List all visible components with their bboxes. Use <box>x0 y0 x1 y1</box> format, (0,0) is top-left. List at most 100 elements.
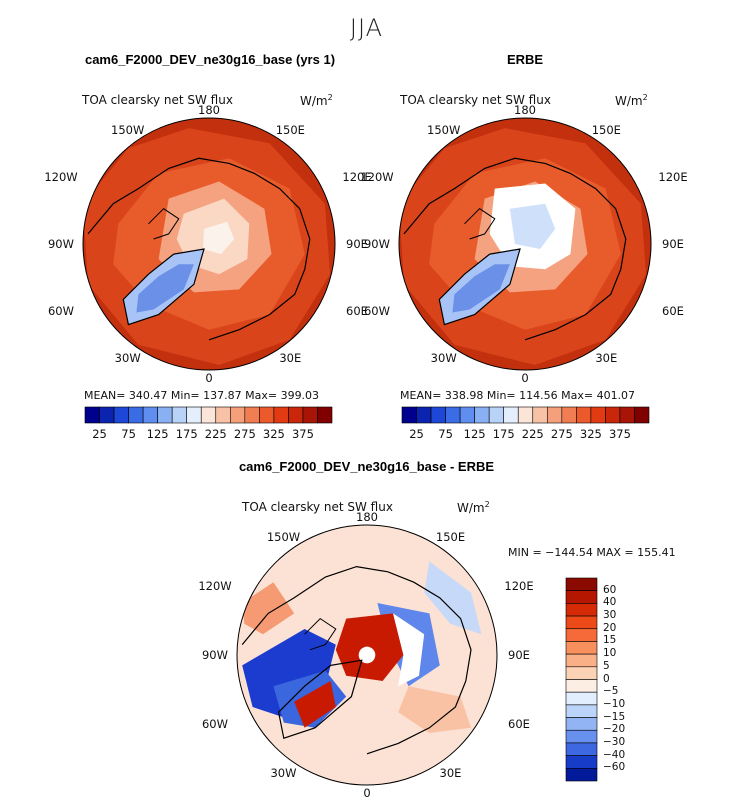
lon-label-tl: 150W <box>111 123 145 138</box>
panel-3-units: W/m2 <box>457 500 490 515</box>
panel-3-colorbar-tick-label: −30 <box>603 735 626 748</box>
map-region <box>398 686 471 733</box>
lon-label-lr: 60E <box>508 717 530 731</box>
map-region <box>509 203 556 249</box>
colorbar-swatch <box>565 729 598 744</box>
panel-3-colorbar-tick-label: 15 <box>603 634 617 647</box>
map-border <box>82 117 336 371</box>
map-region <box>424 561 482 635</box>
colorbar-swatch <box>565 704 598 718</box>
panel-3-colorbar-tick-label: 40 <box>603 596 617 609</box>
lon-label-lr: 60E <box>662 304 684 318</box>
colorbar-swatch <box>565 691 598 706</box>
panel-2-colorbar-tick-label: 25 <box>409 427 424 441</box>
colorbar-swatch <box>565 603 598 617</box>
lon-label-ul: 120W <box>44 170 78 184</box>
panel-1-colorbar-tick-label: 175 <box>175 427 198 441</box>
lon-label-ll: 60W <box>363 304 391 318</box>
lon-label-l: 90W <box>363 237 391 251</box>
lon-label-r: 90E <box>346 237 368 251</box>
lon-label-bl: 30W <box>430 350 457 365</box>
coastline <box>304 617 337 651</box>
panel-2-stats: MEAN= 338.98 Min= 114.56 Max= 401.07 <box>400 389 636 402</box>
lon-label-bottom: 0 <box>521 371 529 385</box>
colorbar-swatch <box>565 666 598 680</box>
panel-3-colorbar-tick-label: −20 <box>603 723 626 736</box>
panel-3-colorbar-tick-label: −5 <box>603 685 619 698</box>
lon-label-ll: 60W <box>47 304 75 318</box>
pole-hole <box>358 646 376 664</box>
panel-3-colorbar-tick-label: 60 <box>603 583 617 596</box>
map-region <box>393 613 425 687</box>
panel-3-title: cam6_F2000_DEV_ne30g16_base - ERBE <box>238 459 495 474</box>
colorbar-swatch <box>317 406 333 424</box>
map-region <box>294 681 336 728</box>
lon-label-lr: 60E <box>346 304 368 318</box>
season-title: JJA <box>349 14 384 42</box>
colorbar-swatch <box>565 577 598 591</box>
panel-1-colorbar-tick-label: 75 <box>121 427 136 441</box>
greenland-coastline <box>438 248 521 326</box>
panel-3-colorbar-tick-label: −10 <box>603 697 626 710</box>
lon-label-br: 30E <box>439 765 462 780</box>
lon-label-br: 30E <box>595 350 618 365</box>
panel-3-colorbar-tick-label: −15 <box>603 710 626 723</box>
lon-label-ll: 60W <box>201 717 229 731</box>
colorbar-swatch <box>565 742 598 756</box>
coastline <box>87 157 311 341</box>
panel-3-field-label: TOA clearsky net SW flux <box>242 500 393 514</box>
lon-label-l: 90W <box>201 648 229 662</box>
panel-3-stats: MIN = −144.54 MAX = 155.41 <box>508 546 676 559</box>
map-region <box>203 221 235 255</box>
panel-3-colorbar-tick-label: −40 <box>603 748 626 761</box>
panel-1-units: W/m2 <box>300 93 333 108</box>
coastline <box>148 208 180 240</box>
lon-label-r: 90E <box>508 648 530 662</box>
panel-2-field-label: TOA clearsky net SW flux <box>400 93 551 107</box>
lon-label-br: 30E <box>279 350 302 365</box>
panel-2-colorbar-tick-label: 275 <box>550 427 573 441</box>
colorbar-swatch <box>634 406 650 424</box>
lon-label-tr: 150E <box>435 530 466 545</box>
panel-3-colorbar-tick-label: 5 <box>603 659 610 672</box>
lon-label-ul: 120W <box>360 170 394 184</box>
lon-label-ul: 120W <box>198 579 232 593</box>
panel-1-colorbar-tick-label: 225 <box>204 427 227 441</box>
panel-3-colorbar-tick-label: −60 <box>603 761 626 774</box>
lon-label-ur: 120E <box>342 170 372 184</box>
panel-1-field-label: TOA clearsky net SW flux <box>82 93 233 107</box>
lon-label-tr: 150E <box>275 123 305 138</box>
map-border <box>236 524 498 786</box>
lon-label-bl: 30W <box>114 350 141 365</box>
lon-label-top: 180 <box>356 510 378 524</box>
lon-label-bl: 30W <box>270 765 297 780</box>
colorbar-swatch <box>565 641 598 655</box>
panel-1-stats: MEAN= 340.47 Min= 137.87 Max= 399.03 <box>84 389 320 402</box>
panel-3-colorbar-tick-label: 20 <box>603 621 617 634</box>
colorbar-swatch <box>565 653 598 668</box>
lon-label-l: 90W <box>47 237 75 251</box>
panel-2-colorbar-tick-label: 325 <box>579 427 602 441</box>
greenland-coastline <box>277 659 363 739</box>
colorbar-swatch <box>565 717 598 731</box>
coastline <box>464 208 496 240</box>
panel-2-colorbar-tick-label: 225 <box>521 427 544 441</box>
colorbar-swatch <box>565 679 598 693</box>
panel-1-colorbar-tick-label: 275 <box>233 427 256 441</box>
coastline <box>403 157 627 341</box>
lon-label-tl: 150W <box>427 123 461 138</box>
lon-label-bottom: 0 <box>205 371 213 385</box>
greenland-region <box>452 264 510 313</box>
panel-1-title: cam6_F2000_DEV_ne30g16_base (yrs 1) <box>84 52 336 67</box>
panel-1-colorbar-tick-label: 25 <box>92 427 107 441</box>
colorbar-swatch <box>565 615 598 630</box>
panel-1-colorbar-tick-label: 125 <box>146 427 169 441</box>
greenland-coastline <box>122 248 205 326</box>
panel-2-colorbar-tick-label: 125 <box>463 427 486 441</box>
colorbar-swatch <box>565 628 598 642</box>
